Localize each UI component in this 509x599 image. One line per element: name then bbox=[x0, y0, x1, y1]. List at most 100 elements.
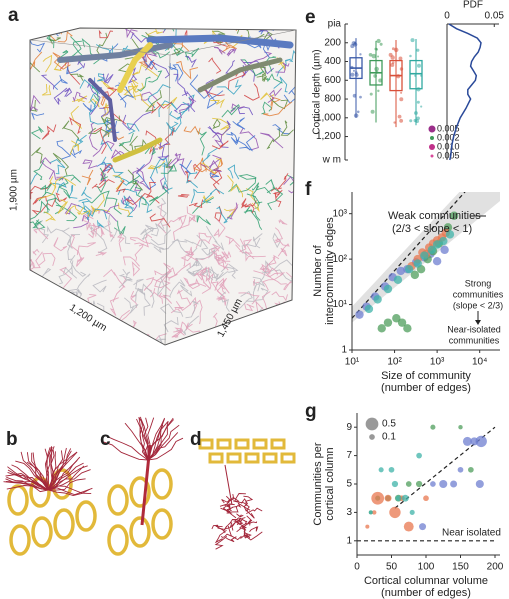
y-tick-label: 1,200 bbox=[316, 131, 341, 142]
vessel bbox=[215, 525, 226, 534]
vessel bbox=[174, 152, 186, 176]
jitter-dot bbox=[416, 100, 420, 104]
vessel bbox=[133, 278, 144, 291]
annotation: Near isolated bbox=[442, 528, 501, 539]
jitter-dot bbox=[350, 44, 355, 49]
vessel bbox=[261, 259, 296, 274]
vessel bbox=[51, 335, 64, 345]
jitter-dot bbox=[359, 53, 362, 56]
column-ring bbox=[226, 452, 242, 464]
vessel bbox=[244, 206, 261, 221]
point bbox=[397, 318, 407, 327]
jitter-dot bbox=[398, 56, 403, 61]
renderings bbox=[3, 27, 297, 556]
vessel bbox=[243, 83, 260, 101]
vessel bbox=[43, 197, 60, 214]
vessel bbox=[227, 164, 240, 180]
vessel bbox=[170, 307, 184, 314]
vessel bbox=[174, 103, 190, 113]
vessel bbox=[158, 292, 173, 304]
y-tick-label: 10³ bbox=[333, 208, 348, 219]
vessel bbox=[181, 91, 196, 113]
vessel bbox=[149, 139, 164, 153]
y-axis-title: Cortical depth (µm) bbox=[312, 49, 323, 134]
vessel bbox=[275, 62, 290, 73]
vessel bbox=[69, 116, 82, 135]
vessel-trunk bbox=[146, 34, 294, 49]
vessel bbox=[124, 28, 138, 39]
vessel bbox=[112, 175, 124, 191]
point bbox=[420, 251, 429, 260]
vessel bbox=[201, 266, 214, 281]
size-legend-label: 0.010 bbox=[437, 141, 460, 151]
vessel bbox=[173, 216, 197, 241]
x-tick-label: 50 bbox=[386, 562, 398, 573]
vessel bbox=[162, 239, 188, 251]
vessel bbox=[159, 303, 184, 317]
vessel bbox=[228, 328, 244, 338]
vessel bbox=[184, 239, 203, 248]
vessel bbox=[69, 254, 87, 277]
vessel bbox=[98, 78, 115, 92]
vessel bbox=[266, 254, 280, 266]
vessel bbox=[58, 260, 74, 285]
vessel bbox=[157, 272, 169, 297]
vessel bbox=[58, 178, 71, 199]
vessel bbox=[215, 277, 230, 294]
jitter-dot bbox=[413, 118, 417, 123]
column-ring bbox=[129, 476, 151, 508]
vessel bbox=[277, 173, 289, 190]
vessel bbox=[82, 159, 98, 170]
jitter-dot bbox=[375, 48, 379, 51]
pdf-line bbox=[448, 23, 482, 161]
box bbox=[409, 59, 423, 90]
vessel bbox=[151, 101, 173, 115]
vessel bbox=[37, 324, 61, 341]
vessel bbox=[192, 197, 215, 214]
vessel bbox=[89, 190, 110, 204]
vessel bbox=[216, 206, 232, 224]
y-axis-title: intercommunity edges bbox=[324, 217, 336, 325]
point bbox=[462, 436, 472, 446]
vessel bbox=[196, 130, 207, 156]
vessel bbox=[183, 125, 201, 136]
vessel bbox=[30, 308, 35, 322]
vessel bbox=[37, 176, 57, 200]
vessel bbox=[132, 93, 156, 108]
point bbox=[401, 494, 409, 502]
vessel bbox=[109, 297, 119, 316]
point bbox=[432, 256, 442, 266]
vessel bbox=[136, 163, 157, 190]
jitter-dot bbox=[373, 74, 377, 78]
vessel bbox=[90, 225, 108, 254]
size-legend-dot bbox=[429, 144, 435, 150]
vessel bbox=[122, 256, 140, 267]
vessel bbox=[147, 420, 169, 461]
vessel bbox=[185, 251, 199, 262]
jitter-dot bbox=[350, 72, 355, 77]
vessel bbox=[131, 261, 141, 277]
jitter-dot bbox=[393, 121, 396, 124]
vessel bbox=[185, 300, 199, 319]
vessel bbox=[275, 329, 288, 345]
vessel bbox=[244, 531, 263, 541]
vessel bbox=[59, 59, 81, 85]
vessel bbox=[145, 61, 170, 79]
vessel bbox=[202, 88, 225, 98]
vessel bbox=[40, 183, 53, 195]
vessel bbox=[180, 253, 195, 267]
vessel bbox=[87, 127, 110, 137]
vessel bbox=[66, 234, 81, 249]
vessel bbox=[208, 57, 222, 74]
vessel bbox=[152, 273, 171, 292]
vessel bbox=[42, 285, 55, 301]
jitter-dot bbox=[356, 110, 360, 114]
vessel bbox=[239, 127, 259, 151]
vessel bbox=[236, 513, 244, 518]
vessel bbox=[147, 437, 184, 461]
column-ring bbox=[151, 508, 173, 540]
vessel bbox=[176, 289, 192, 306]
vessel bbox=[273, 76, 288, 93]
vessel bbox=[188, 199, 204, 209]
vessel bbox=[147, 418, 165, 461]
